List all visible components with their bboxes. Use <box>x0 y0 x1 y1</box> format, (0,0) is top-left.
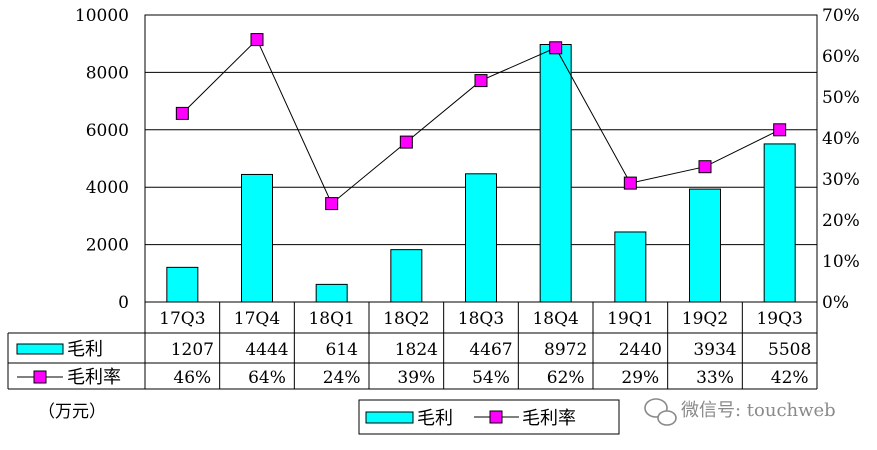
gross-margin-value: 39% <box>397 368 435 388</box>
gross-profit-value: 4444 <box>245 340 288 360</box>
marker-19Q3 <box>773 123 787 137</box>
watermark-text: 微信号: touchweb <box>681 400 836 421</box>
gross-margin-value: 46% <box>173 368 211 388</box>
gross-margin-value: 29% <box>621 368 659 388</box>
wechat-bubble-large <box>644 398 668 418</box>
gross-margin-value: 62% <box>547 368 585 388</box>
left-tick-label: 4000 <box>86 178 129 198</box>
right-tick-label: 0% <box>822 293 849 313</box>
gross-margin-value: 64% <box>248 368 286 388</box>
bar-19Q1 <box>614 231 647 303</box>
legend-bar-swatch <box>365 411 414 424</box>
row-header-gross-margin: 毛利率 <box>67 367 121 388</box>
bar-17Q4 <box>241 173 273 303</box>
category-label: 19Q2 <box>682 309 728 329</box>
legend: 毛利 毛利率 <box>358 399 620 435</box>
watermark: 微信号: touchweb <box>644 398 836 426</box>
bar-17Q3 <box>166 266 199 303</box>
category-label: 19Q3 <box>756 309 802 329</box>
data-table: 17Q3 1207 46% 17Q4 4444 64% 18Q1 614 24% 18Q2 1824… <box>7 302 818 390</box>
bar-18Q4 <box>539 44 572 303</box>
marker-18Q2 <box>399 135 413 149</box>
legend-label-gross-margin: 毛利率 <box>522 408 576 429</box>
right-tick-label: 40% <box>822 129 860 149</box>
gross-profit-value: 4467 <box>469 340 512 360</box>
left-tick-label: 6000 <box>86 121 129 141</box>
marker-17Q4 <box>250 33 264 47</box>
right-tick-label: 70% <box>822 6 860 26</box>
marker-18Q3 <box>474 74 488 88</box>
category-label: 18Q1 <box>308 309 354 329</box>
bar-18Q3 <box>465 173 497 303</box>
marker-19Q1 <box>623 176 637 190</box>
gross-margin-value: 42% <box>771 368 809 388</box>
category-label: 18Q3 <box>458 309 504 329</box>
marker-18Q1 <box>325 197 339 211</box>
gross-profit-value: 1824 <box>395 340 438 360</box>
left-tick-label: 10000 <box>75 6 129 26</box>
axes: 0 2000 4000 6000 8000 10000 0% 10% 20% 30% 40% 50% 6… <box>38 6 860 422</box>
wechat-icon <box>644 398 677 426</box>
gross-margin-value: 24% <box>323 368 361 388</box>
plot-area-border <box>144 14 818 303</box>
gross-profit-value: 5508 <box>768 340 811 360</box>
left-tick-label: 8000 <box>86 63 129 83</box>
unit-label: （万元） <box>38 402 106 422</box>
line-series <box>175 33 787 211</box>
right-tick-label: 20% <box>822 211 860 231</box>
gross-profit-value: 1207 <box>171 340 214 360</box>
plot-frame <box>144 14 818 303</box>
bar-19Q3 <box>763 143 796 303</box>
legend-marker-swatch <box>489 410 503 424</box>
right-tick-label: 30% <box>822 170 860 190</box>
bar-series <box>166 44 796 303</box>
bar-18Q2 <box>390 249 423 303</box>
gross-margin-value: 54% <box>472 368 510 388</box>
marker-18Q4 <box>549 41 563 55</box>
legend-label-gross-profit: 毛利 <box>417 408 453 429</box>
category-label: 18Q4 <box>532 309 578 329</box>
marker-17Q3 <box>175 106 189 120</box>
bar-19Q2 <box>689 188 721 303</box>
category-label: 19Q1 <box>607 309 653 329</box>
gross-profit-value: 2440 <box>619 340 662 360</box>
right-tick-label: 50% <box>822 88 860 108</box>
bar-18Q1 <box>315 283 348 303</box>
gross-profit-value: 614 <box>325 340 357 360</box>
row-key-marker <box>33 370 47 384</box>
category-label: 17Q4 <box>234 309 280 329</box>
left-tick-label: 0 <box>118 293 129 313</box>
row-header-gross-profit: 毛利 <box>67 339 103 360</box>
right-tick-label: 10% <box>822 252 860 272</box>
gross-margin-value: 33% <box>696 368 734 388</box>
left-tick-label: 2000 <box>86 236 129 256</box>
marker-19Q2 <box>698 160 712 174</box>
gross-profit-value: 3934 <box>693 340 736 360</box>
row-key-bar <box>16 343 64 355</box>
category-label: 17Q3 <box>159 309 205 329</box>
gross-profit-value: 8972 <box>544 340 587 360</box>
category-label: 18Q2 <box>383 309 429 329</box>
right-tick-label: 60% <box>822 47 860 67</box>
wechat-bubble-small <box>657 410 677 426</box>
